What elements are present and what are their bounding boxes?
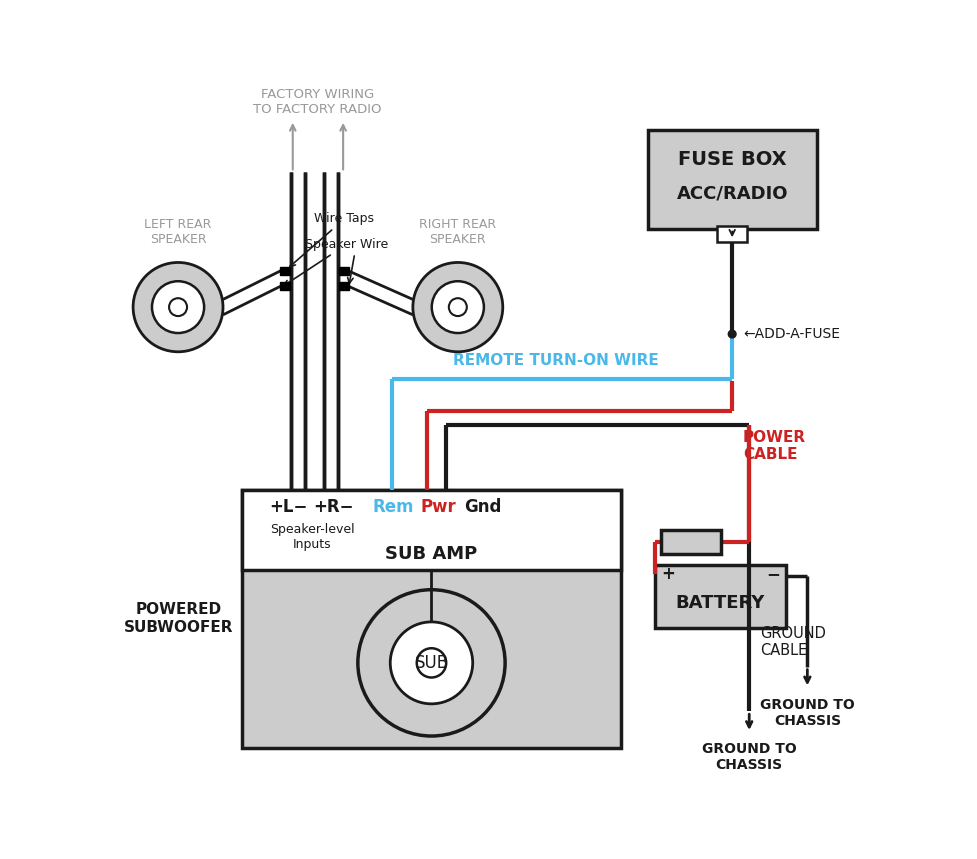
Text: Speaker Wire: Speaker Wire: [284, 238, 388, 285]
Text: −: −: [766, 565, 780, 583]
Text: SUB AMP: SUB AMP: [385, 545, 477, 564]
Text: BATTERY: BATTERY: [675, 594, 764, 612]
Bar: [655, 565, 785, 628]
Circle shape: [151, 281, 204, 333]
Text: RIGHT REAR
SPEAKER: RIGHT REAR SPEAKER: [419, 217, 496, 246]
Bar: [339, 267, 348, 275]
Bar: [717, 226, 746, 242]
Circle shape: [390, 622, 472, 704]
Text: GROUND TO
CHASSIS: GROUND TO CHASSIS: [759, 698, 854, 728]
Text: Gnd: Gnd: [463, 497, 501, 515]
Text: +R−: +R−: [314, 497, 354, 515]
Bar: [280, 267, 289, 275]
Text: LEFT REAR
SPEAKER: LEFT REAR SPEAKER: [145, 217, 212, 246]
Text: GROUND TO
CHASSIS: GROUND TO CHASSIS: [701, 742, 796, 772]
Circle shape: [412, 263, 502, 352]
Text: FUSE BOX: FUSE BOX: [677, 149, 786, 168]
Text: Rem: Rem: [372, 497, 414, 515]
Text: Pwr: Pwr: [420, 497, 456, 515]
Text: POWER
CABLE: POWER CABLE: [743, 430, 805, 462]
Text: ACC/RADIO: ACC/RADIO: [676, 184, 787, 202]
Circle shape: [169, 298, 187, 316]
Text: POWERED
SUBWOOFER: POWERED SUBWOOFER: [123, 602, 233, 635]
Text: FUSE: FUSE: [666, 533, 714, 551]
Bar: [660, 530, 721, 553]
Circle shape: [133, 263, 223, 352]
Circle shape: [431, 281, 484, 333]
Bar: [242, 490, 620, 747]
Text: +: +: [660, 565, 674, 583]
Circle shape: [358, 590, 504, 736]
Circle shape: [728, 330, 736, 338]
Bar: [280, 283, 289, 290]
Text: +L−: +L−: [270, 497, 308, 515]
Bar: [647, 130, 816, 228]
Text: Speaker-level
Inputs: Speaker-level Inputs: [270, 523, 354, 551]
Bar: [242, 490, 620, 570]
Text: SUB: SUB: [414, 654, 448, 672]
Text: GROUND
CABLE: GROUND CABLE: [759, 626, 826, 658]
Bar: [339, 283, 348, 290]
Text: REMOTE TURN-ON WIRE: REMOTE TURN-ON WIRE: [453, 353, 658, 368]
Text: FACTORY WIRING
TO FACTORY RADIO: FACTORY WIRING TO FACTORY RADIO: [253, 88, 381, 116]
Text: ←ADD-A-FUSE: ←ADD-A-FUSE: [743, 327, 839, 341]
Circle shape: [448, 298, 466, 316]
Text: Wire Taps: Wire Taps: [290, 212, 374, 266]
Circle shape: [416, 649, 446, 678]
